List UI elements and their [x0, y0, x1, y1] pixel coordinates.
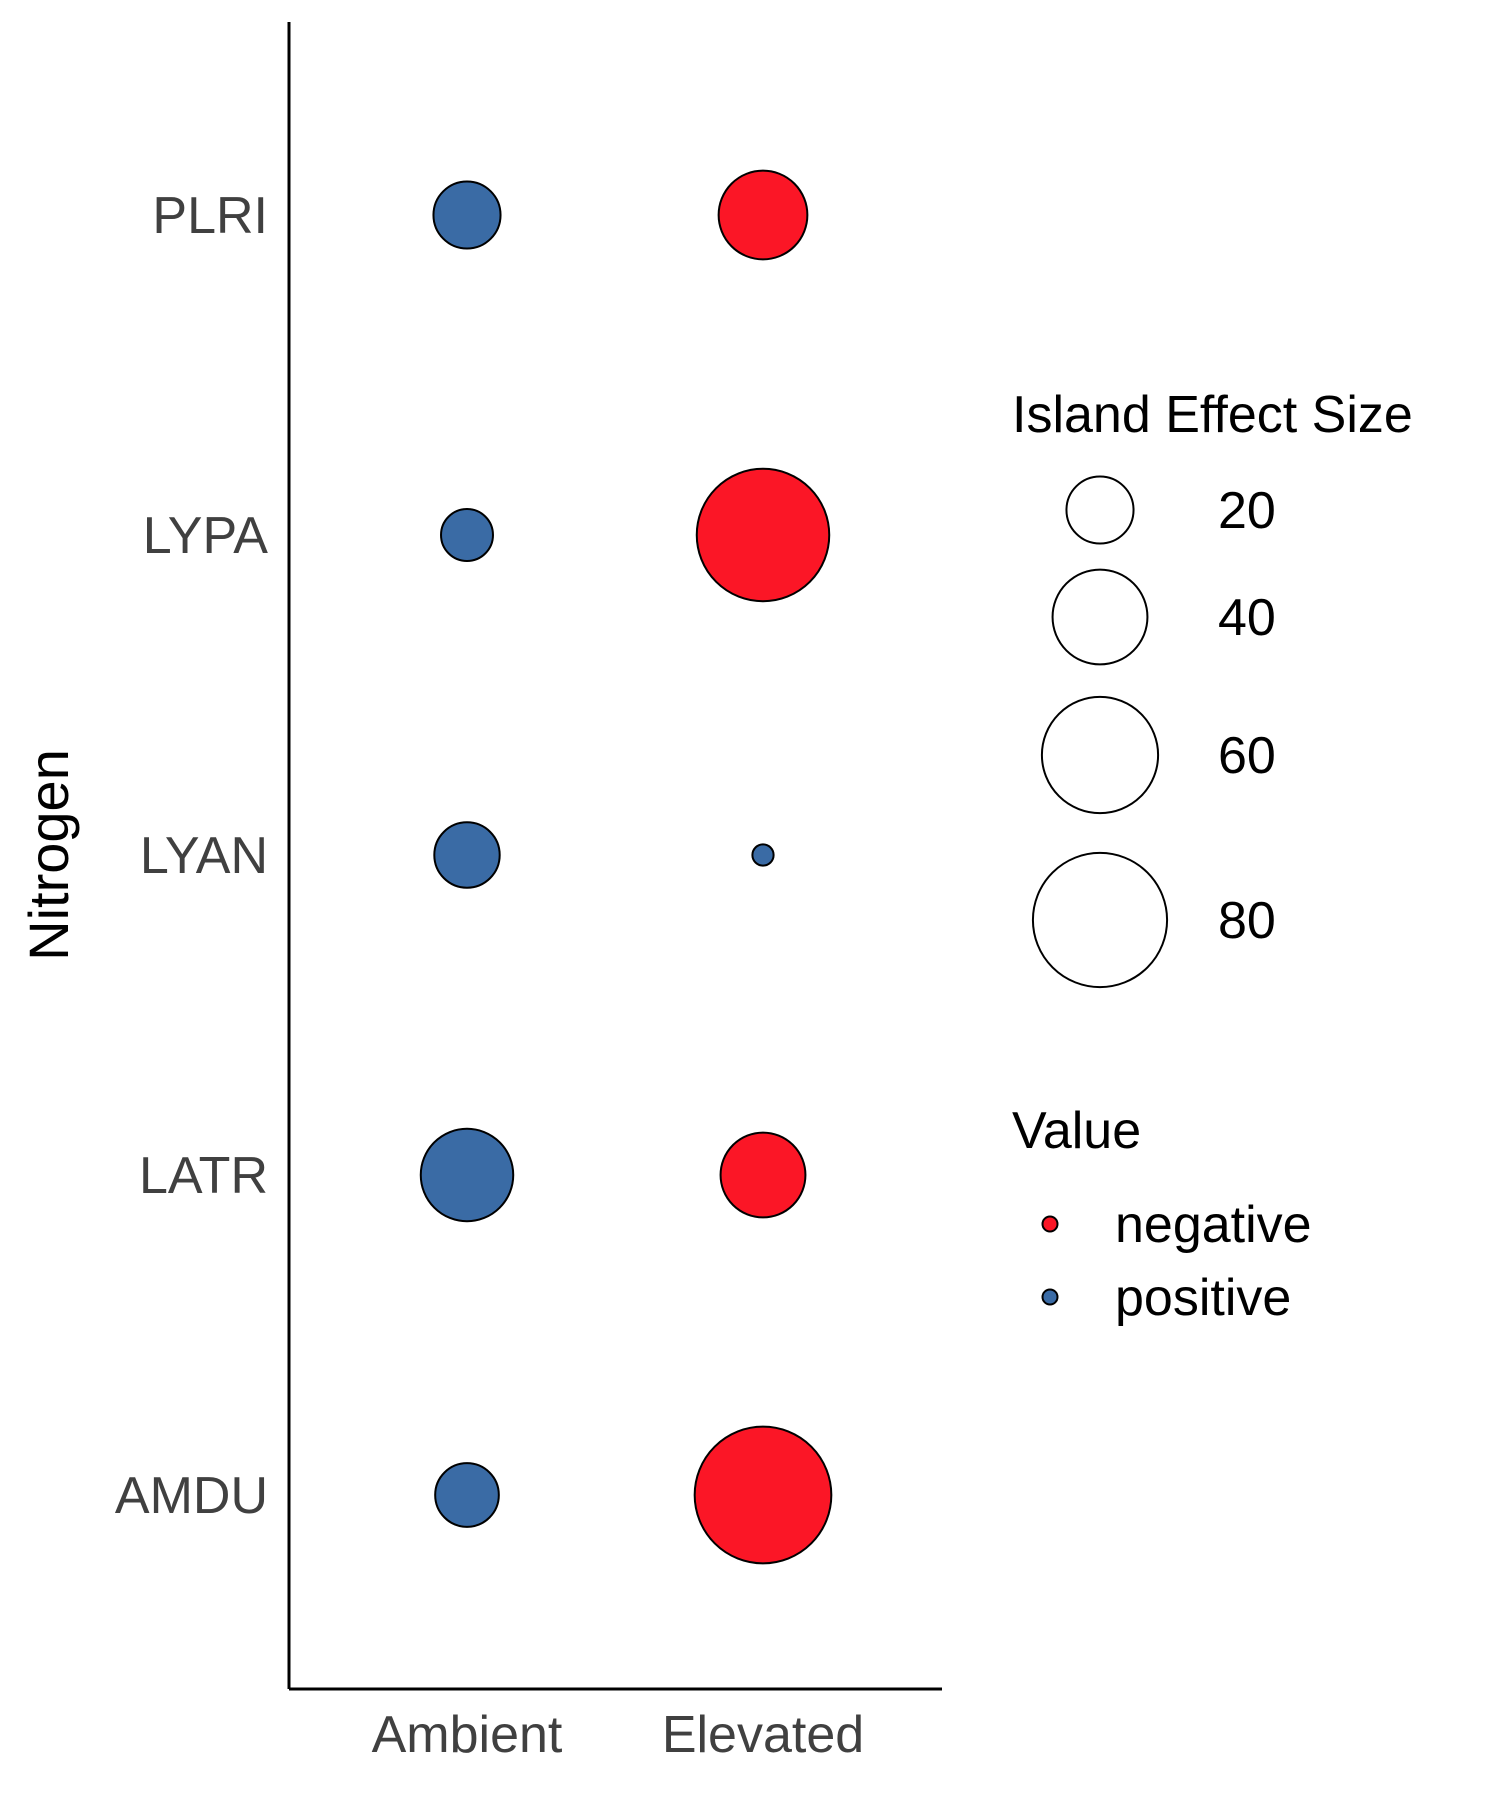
size-legend-label-20: 20	[1218, 482, 1276, 540]
size-legend-key-40	[1051, 568, 1149, 666]
color-legend-title: Value	[1012, 1102, 1141, 1160]
color-legend-key-positive	[1041, 1288, 1059, 1306]
data-point-amdu-ambient	[434, 1462, 500, 1528]
x-tick-labels: Ambient Elevated	[372, 1706, 865, 1764]
size-legend-items: 20 40 60 80	[1031, 475, 1276, 989]
data-point-amdu-elevated	[693, 1425, 833, 1565]
size-legend-key-80	[1031, 851, 1169, 989]
color-legend-items: negative positive	[1041, 1196, 1312, 1327]
size-legend-key-20	[1065, 475, 1135, 545]
data-point-latr-ambient	[419, 1127, 515, 1223]
y-tick-labels: AMDU LATR LYAN LYPA PLRI	[115, 187, 268, 1525]
size-legend-label-80: 80	[1218, 892, 1276, 950]
data-point-lyan-elevated	[751, 843, 775, 867]
plot-area: AMDU LATR LYAN LYPA PLRI Ambient Elevated	[115, 22, 942, 1764]
size-legend: Island Effect Size 20 40 60 80	[1012, 386, 1413, 989]
color-legend-label-positive: positive	[1115, 1269, 1291, 1327]
y-tick-label-lypa: LYPA	[143, 507, 269, 565]
color-legend: Value negative positive	[1012, 1102, 1312, 1327]
y-tick-label-plri: PLRI	[152, 187, 268, 245]
y-tick-label-latr: LATR	[139, 1147, 268, 1205]
size-legend-label-60: 60	[1218, 727, 1276, 785]
y-axis-title: Nitrogen	[17, 749, 80, 961]
size-legend-title: Island Effect Size	[1012, 386, 1413, 444]
data-point-latr-elevated	[719, 1131, 807, 1219]
y-tick-label-amdu: AMDU	[115, 1467, 268, 1525]
size-legend-label-40: 40	[1218, 589, 1276, 647]
size-legend-key-60	[1040, 695, 1160, 815]
y-tick-label-lyan: LYAN	[140, 827, 268, 885]
data-point-lyan-ambient	[433, 821, 501, 889]
x-tick-label-elevated: Elevated	[662, 1706, 864, 1764]
x-tick-label-ambient: Ambient	[372, 1706, 563, 1764]
color-legend-label-negative: negative	[1115, 1196, 1312, 1254]
data-points	[419, 169, 833, 1565]
color-legend-key-negative	[1041, 1215, 1059, 1233]
data-point-plri-elevated	[717, 169, 809, 261]
data-point-lypa-elevated	[695, 467, 831, 603]
data-point-plri-ambient	[432, 180, 502, 250]
data-point-lypa-ambient	[440, 508, 494, 562]
